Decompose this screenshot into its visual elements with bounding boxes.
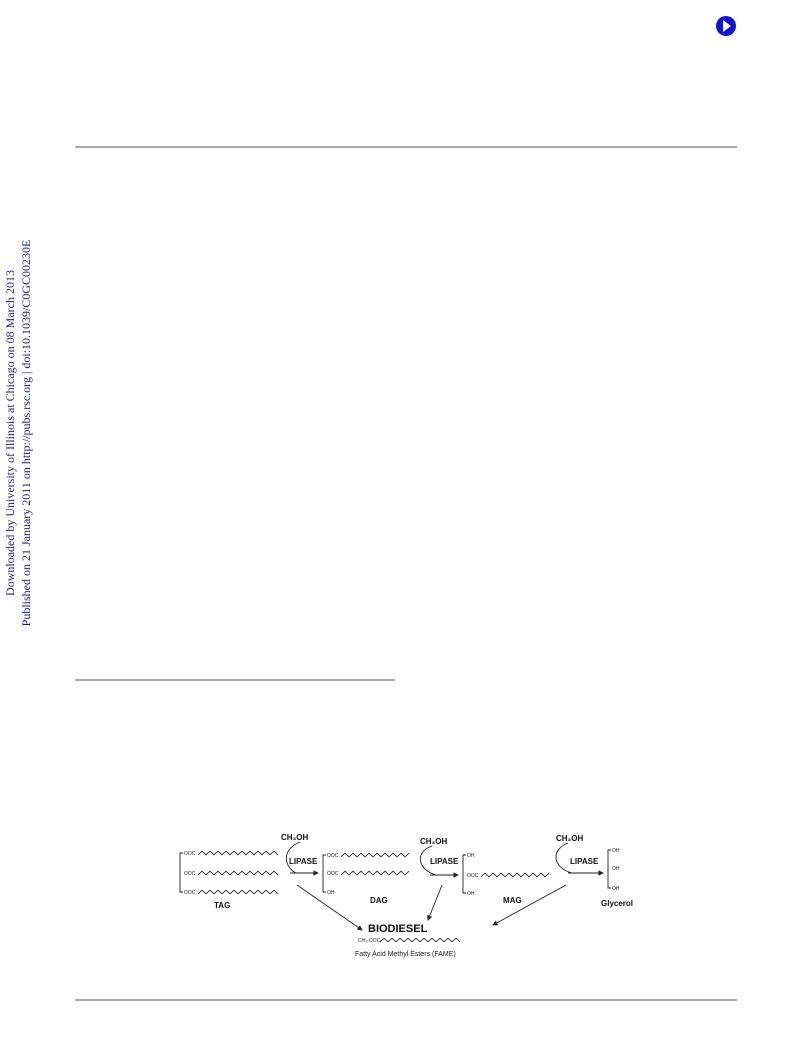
arrow	[427, 884, 443, 921]
reagent: CH₃OH	[420, 837, 447, 846]
curved-arrow	[555, 842, 573, 874]
bracket	[322, 854, 326, 893]
product: BIODIESEL	[368, 923, 428, 935]
chain	[379, 937, 461, 943]
play-icon[interactable]	[716, 16, 736, 36]
group: OH	[467, 891, 475, 897]
group: OH	[612, 848, 620, 854]
chain	[340, 852, 410, 858]
catalyst: LIPASE	[570, 857, 599, 866]
curved-arrow	[285, 841, 301, 874]
group: OOC	[327, 853, 339, 859]
sidebar: Downloaded by University of Illinois at …	[3, 240, 33, 627]
sidebar-line: Downloaded by University of Illinois at …	[3, 270, 17, 596]
bracket	[462, 854, 466, 894]
group: OOC	[327, 871, 339, 877]
curved-arrow	[420, 845, 437, 876]
group: OH	[467, 853, 475, 859]
chain	[197, 870, 279, 876]
group: OH	[327, 890, 335, 896]
product-name: Fatty Acid Methyl Esters (FAME)	[355, 951, 456, 958]
arrow	[296, 884, 363, 931]
structure-label: MAG	[503, 896, 522, 905]
group: OOC	[184, 871, 196, 877]
catalyst: LIPASE	[289, 857, 318, 866]
group: OH	[612, 866, 620, 872]
bracket	[607, 849, 611, 889]
reagent: CH₃OH	[556, 834, 583, 843]
structure-label: TAG	[214, 901, 230, 910]
scheme: CH₃OH LIPASE CH₃OH LIPASE CH₃OH LIPASE T…	[179, 833, 633, 958]
structure-label: Glycerol	[601, 899, 633, 908]
catalyst: LIPASE	[430, 857, 459, 866]
chain	[197, 850, 279, 856]
group: OOC	[184, 890, 196, 896]
chain	[197, 889, 279, 895]
chain	[480, 872, 550, 878]
chain	[340, 870, 410, 876]
arrow	[492, 884, 567, 926]
reagent: CH₃OH	[281, 833, 308, 842]
group: OOC	[467, 873, 479, 879]
group: OOC	[184, 851, 196, 857]
sidebar-line: Published on 21 January 2011 on http://p…	[19, 240, 33, 627]
bracket	[179, 852, 183, 893]
group: CH₃-OOC	[358, 938, 381, 944]
group: OH	[612, 886, 620, 892]
structure-label: DAG	[370, 896, 388, 905]
